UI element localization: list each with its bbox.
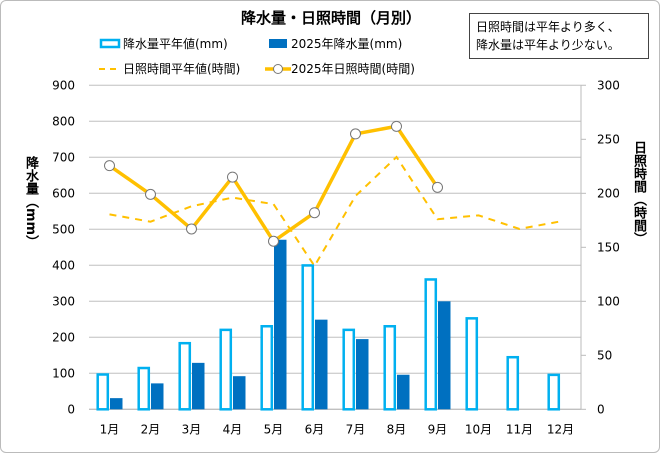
bar-2025-precip	[110, 398, 123, 410]
y-tick-label: 500	[52, 222, 75, 236]
chart-title: 降水量・日照時間（月別）	[240, 9, 421, 27]
annotation-line: 降水量は平年より少ない。	[476, 38, 620, 52]
bar-2025-precip	[192, 362, 205, 410]
marker-2025-sunshine	[186, 223, 197, 235]
bar-normal-precip	[260, 325, 274, 411]
bar-2025-precip	[315, 319, 328, 410]
marker-2025-sunshine	[432, 181, 443, 193]
bar-normal-precip	[178, 341, 192, 411]
bar-normal-precip	[547, 373, 561, 411]
y2-tick-label: 100	[597, 294, 620, 308]
marker-2025-sunshine	[227, 171, 238, 183]
y-tick-label: 0	[67, 402, 75, 416]
x-tick-label: 3月	[182, 422, 202, 436]
legend-swatch-normal-precip	[99, 38, 121, 49]
y-axis-label: 降水量（mm）	[23, 156, 38, 249]
y-tick-label: 600	[52, 186, 75, 200]
y2-tick-label: 50	[597, 348, 612, 362]
x-tick-label: 9月	[428, 422, 448, 436]
legend-label: 2025年日照時間(時間)	[291, 62, 415, 76]
y2-tick-label: 0	[597, 402, 605, 416]
bar-2025-precip	[397, 374, 410, 410]
x-tick-label: 10月	[465, 422, 492, 436]
bar-2025-precip	[274, 239, 287, 410]
bar-normal-precip	[219, 328, 233, 411]
annotation-line: 日照時間は平年より多く、	[476, 20, 620, 34]
bar-normal-precip	[342, 328, 356, 411]
x-tick-label: 8月	[387, 422, 407, 436]
bar-normal-precip	[383, 325, 397, 411]
marker-2025-sunshine	[350, 128, 361, 140]
bar-normal-precip	[465, 317, 479, 411]
y-tick-label: 400	[52, 258, 75, 272]
legend-label: 日照時間平年値(時間)	[123, 61, 240, 76]
y2-tick-label: 150	[597, 240, 620, 254]
y-tick-label: 200	[52, 330, 75, 344]
y-tick-label: 100	[52, 366, 75, 380]
y2-tick-label: 200	[597, 186, 620, 200]
y2-axis-label: 日照時間（時間）	[631, 141, 646, 245]
bar-2025-precip	[356, 339, 369, 410]
marker-2025-sunshine	[391, 120, 402, 132]
legend-label: 降水量平年値(mm)	[123, 36, 228, 51]
marker-2025-sunshine	[145, 188, 156, 200]
bar-normal-precip	[301, 264, 315, 411]
x-tick-label: 11月	[506, 422, 533, 436]
x-tick-label: 6月	[305, 422, 325, 436]
legend-marker-2025-sunshine	[273, 64, 283, 74]
bar-2025-precip	[233, 376, 246, 410]
x-tick-label: 2月	[141, 422, 161, 436]
marker-2025-sunshine	[309, 207, 320, 219]
bar-2025-precip	[151, 383, 164, 410]
bar-normal-precip	[137, 366, 151, 411]
annotation-box: 日照時間は平年より多く、 降水量は平年より少ない。	[469, 13, 649, 59]
bar-2025-precip	[438, 301, 451, 410]
x-tick-label: 12月	[547, 422, 574, 436]
line-normal-sunshine	[109, 155, 561, 268]
y2-tick-label: 250	[597, 132, 620, 146]
x-tick-label: 4月	[223, 422, 243, 436]
bar-normal-precip	[424, 278, 438, 411]
bar-normal-precip	[96, 373, 110, 411]
y-tick-label: 900	[52, 78, 75, 92]
legend-label: 2025年降水量(mm)	[291, 37, 402, 51]
marker-2025-sunshine	[104, 160, 115, 172]
x-tick-label: 7月	[346, 422, 366, 436]
marker-2025-sunshine	[268, 235, 279, 247]
y-tick-label: 300	[52, 294, 75, 308]
x-tick-label: 5月	[264, 422, 284, 436]
y-tick-label: 700	[52, 150, 75, 164]
y-tick-label: 800	[52, 114, 75, 128]
legend-swatch-2025-precip	[269, 39, 287, 48]
line-2025-sunshine	[108, 124, 439, 244]
x-tick-label: 1月	[100, 422, 120, 436]
y2-tick-label: 300	[597, 78, 620, 92]
bar-normal-precip	[506, 355, 520, 411]
